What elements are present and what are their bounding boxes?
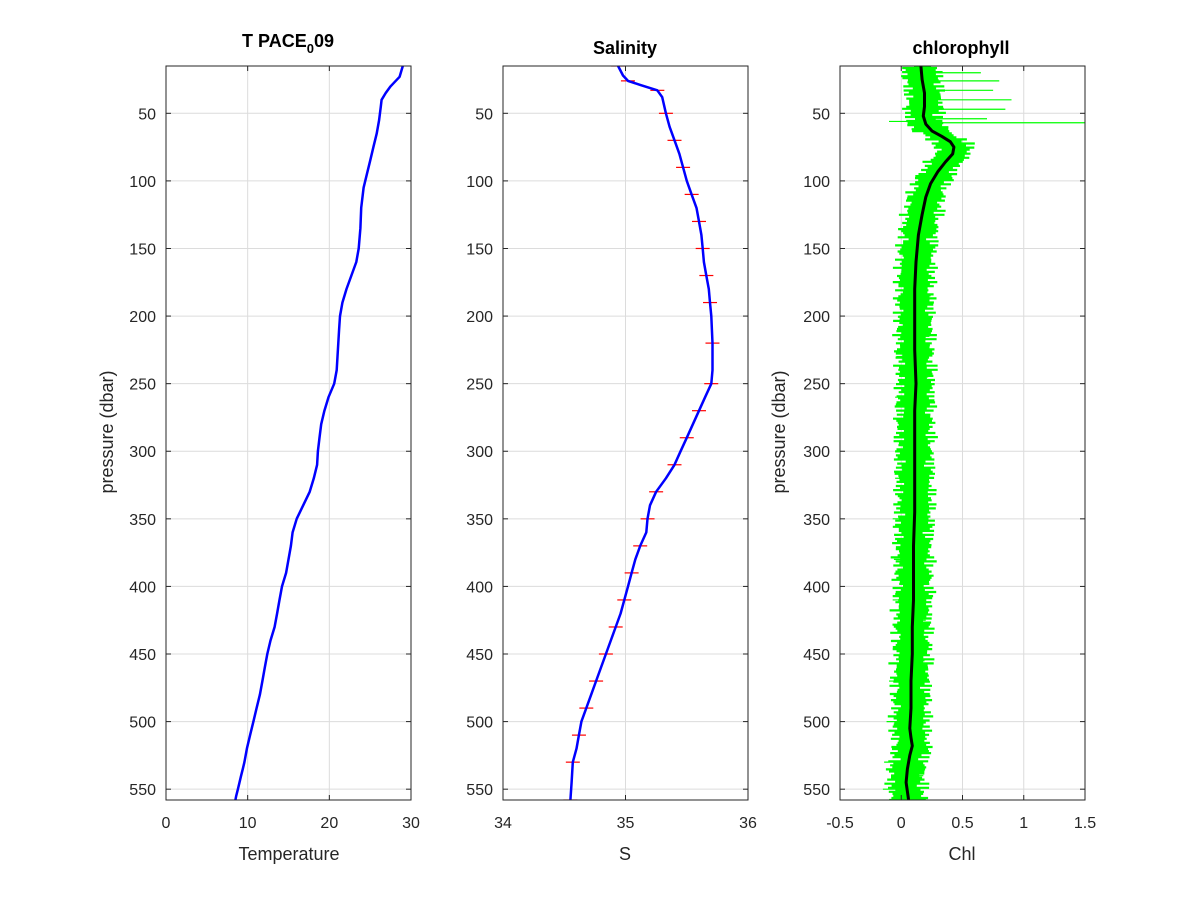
- y-tick-label: 550: [466, 782, 493, 799]
- y-tick-label: 100: [466, 174, 493, 191]
- y-tick-label: 550: [129, 782, 156, 799]
- salinity-x-label: S: [619, 844, 631, 864]
- y-tick-label: 50: [138, 106, 156, 123]
- salinity-line: [569, 66, 714, 800]
- chlorophyll-marks: [882, 66, 1085, 800]
- y-tick-label: 250: [803, 377, 830, 394]
- x-tick-label: 10: [239, 815, 257, 832]
- x-tick-label: 35: [617, 815, 635, 832]
- y-tick-label: 350: [803, 512, 830, 529]
- y-tick-label: 300: [466, 444, 493, 461]
- salinity-y-ticks: 50 100 150 200 250 300 350 400 450 500 550: [466, 106, 748, 799]
- x-tick-label: 0: [897, 815, 906, 832]
- temperature-grid: [165, 66, 412, 800]
- panel-temperature: 50 100 150 200 250 300 350 400 450 500 550 0 10 20 30…: [97, 31, 420, 864]
- salinity-x-ticks: 34 35 36: [494, 66, 757, 832]
- temperature-x-label: Temperature: [238, 844, 339, 864]
- y-tick-label: 200: [466, 309, 493, 326]
- y-tick-label: 150: [803, 241, 830, 258]
- y-tick-label: 500: [129, 715, 156, 732]
- temperature-marks: [234, 66, 404, 800]
- chlorophyll-x-label: Chl: [948, 844, 975, 864]
- y-tick-label: 450: [466, 647, 493, 664]
- chlorophyll-y-ticks: 50 100 150 200 250 300 350 400 450 500 550: [803, 106, 1085, 799]
- y-tick-label: 200: [129, 309, 156, 326]
- y-tick-label: 350: [466, 512, 493, 529]
- y-tick-label: 500: [466, 715, 493, 732]
- y-tick-label: 400: [129, 579, 156, 596]
- chlorophyll-x-ticks: -0.5 0 0.5 1 1.5: [826, 66, 1096, 832]
- chlorophyll-y-label: pressure (dbar): [769, 370, 789, 493]
- y-tick-label: 100: [803, 174, 830, 191]
- y-tick-label: 400: [466, 579, 493, 596]
- y-tick-label: 50: [812, 106, 830, 123]
- panel-chlorophyll: 50 100 150 200 250 300 350 400 450 500 550 -0.5 0 0.…: [769, 38, 1096, 864]
- temperature-y-label: pressure (dbar): [97, 370, 117, 493]
- x-tick-label: 0.5: [951, 815, 973, 832]
- temperature-title: T PACE009: [242, 31, 334, 56]
- x-tick-label: 20: [320, 815, 338, 832]
- x-tick-label: 36: [739, 815, 757, 832]
- y-tick-label: 100: [129, 174, 156, 191]
- chlorophyll-smooth-line: [904, 66, 956, 800]
- x-tick-label: 0: [162, 815, 171, 832]
- y-tick-label: 150: [129, 241, 156, 258]
- y-tick-label: 300: [129, 444, 156, 461]
- x-tick-label: 1: [1019, 815, 1028, 832]
- y-tick-label: 300: [803, 444, 830, 461]
- temperature-line: [234, 66, 404, 800]
- y-tick-label: 550: [803, 782, 830, 799]
- x-tick-label: 30: [402, 815, 420, 832]
- y-tick-label: 450: [803, 647, 830, 664]
- y-tick-label: 200: [803, 309, 830, 326]
- y-tick-label: 500: [803, 715, 830, 732]
- x-tick-label: 1.5: [1074, 815, 1096, 832]
- temperature-axes-box: [165, 65, 412, 801]
- y-tick-label: 250: [466, 377, 493, 394]
- y-tick-label: 350: [129, 512, 156, 529]
- x-tick-label: 34: [494, 815, 512, 832]
- x-tick-label: -0.5: [826, 815, 854, 832]
- y-tick-label: 450: [129, 647, 156, 664]
- y-tick-label: 150: [466, 241, 493, 258]
- y-tick-label: 400: [803, 579, 830, 596]
- temperature-x-ticks: 0 10 20 30: [162, 66, 420, 832]
- y-tick-label: 50: [475, 106, 493, 123]
- y-tick-label: 250: [129, 377, 156, 394]
- salinity-title: Salinity: [593, 38, 657, 58]
- salinity-marks: [569, 66, 714, 800]
- temperature-y-ticks: 50 100 150 200 250 300 350 400 450 500 550: [129, 106, 411, 799]
- chlorophyll-title: chlorophyll: [912, 38, 1009, 58]
